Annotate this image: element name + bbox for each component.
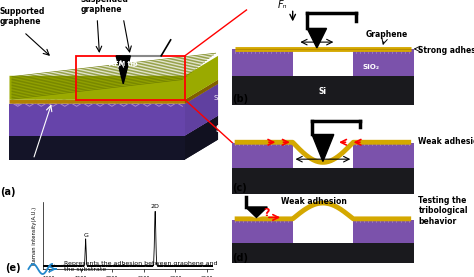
Text: SiO₂: SiO₂ [213, 95, 228, 101]
Text: 2D: 2D [151, 204, 160, 209]
Text: (c): (c) [232, 183, 247, 193]
Bar [353, 50, 413, 76]
Text: Testing the
tribological
behavior: Testing the tribological behavior [419, 196, 468, 225]
Polygon shape [9, 56, 218, 100]
Text: Fₙ: Fₙ [278, 1, 288, 11]
Bar [353, 143, 413, 168]
Polygon shape [9, 80, 218, 104]
Polygon shape [312, 134, 334, 161]
Polygon shape [9, 104, 185, 136]
Text: ?: ? [264, 208, 270, 218]
Text: Strong adhesion: Strong adhesion [419, 46, 474, 55]
Polygon shape [185, 84, 218, 136]
Text: Graphene: Graphene [365, 30, 408, 39]
Polygon shape [9, 84, 218, 136]
Text: Mono-layer
graphene: Mono-layer graphene [2, 160, 48, 173]
Polygon shape [246, 207, 267, 217]
Bar [232, 143, 292, 168]
Polygon shape [185, 116, 218, 160]
Polygon shape [9, 116, 218, 160]
Bar [232, 168, 413, 194]
Text: (b): (b) [232, 94, 248, 104]
Polygon shape [116, 56, 130, 84]
Text: Si: Si [319, 87, 327, 96]
Text: Si: Si [216, 125, 224, 134]
Polygon shape [9, 136, 185, 160]
Text: SiO₂: SiO₂ [363, 64, 380, 70]
Bar [232, 220, 292, 243]
Text: (e): (e) [5, 263, 20, 273]
Y-axis label: Raman intensity(A.U.): Raman intensity(A.U.) [32, 206, 37, 265]
Bar [232, 76, 413, 105]
Text: Weak adhesion: Weak adhesion [281, 197, 346, 206]
Text: G: G [83, 233, 88, 238]
Text: Represents the adhesion between graphene and
the substrate: Represents the adhesion between graphene… [64, 261, 218, 272]
Text: (d): (d) [232, 253, 248, 263]
Bar [76, 56, 185, 100]
Bar [292, 50, 353, 76]
Text: Supported
graphene: Supported graphene [0, 7, 46, 26]
Polygon shape [307, 29, 327, 48]
Text: AFM tip: AFM tip [109, 61, 137, 67]
Text: Suspended
graphene: Suspended graphene [81, 0, 128, 14]
Bar [232, 243, 413, 263]
Text: Weak adhesion: Weak adhesion [419, 137, 474, 146]
Text: (a): (a) [0, 188, 16, 198]
Polygon shape [185, 80, 218, 104]
Bar [353, 220, 413, 243]
Bar [232, 50, 292, 76]
